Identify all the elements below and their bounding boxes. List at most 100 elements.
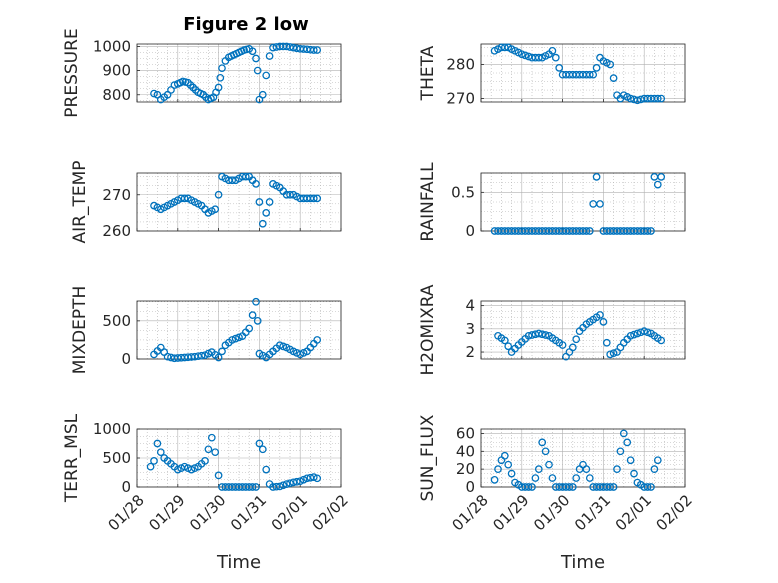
axes-box xyxy=(136,172,342,232)
data-point xyxy=(653,456,662,465)
data-point xyxy=(504,342,513,351)
data-point xyxy=(262,209,271,217)
data-point xyxy=(568,483,577,491)
y-tick-label: 500 xyxy=(102,312,131,330)
data-point xyxy=(589,70,598,79)
data-point xyxy=(180,194,189,203)
data-point xyxy=(521,51,530,60)
data-point xyxy=(592,173,601,181)
data-point xyxy=(248,483,257,491)
data-point xyxy=(572,335,581,344)
data-point xyxy=(258,219,267,228)
data-point xyxy=(568,343,577,352)
y-tick-label: 800 xyxy=(102,86,131,104)
data-point xyxy=(619,429,628,438)
data-point xyxy=(313,474,322,483)
y-tick-label: 20 xyxy=(456,460,475,478)
data-point xyxy=(541,331,550,339)
x-tick-label: 01/30 xyxy=(186,491,229,534)
data-point xyxy=(558,341,567,349)
data-point xyxy=(214,471,223,480)
data-point xyxy=(534,329,543,338)
y-tick-label: 3 xyxy=(465,320,475,338)
data-point xyxy=(292,477,301,486)
data-point xyxy=(640,327,649,336)
data-point xyxy=(602,338,611,347)
data-point xyxy=(538,438,547,447)
data-point xyxy=(500,43,509,52)
data-point xyxy=(490,476,499,484)
data-point xyxy=(216,73,225,82)
data-point xyxy=(262,465,271,474)
data-point xyxy=(657,336,666,345)
y-axis-label: TERR_MSL xyxy=(62,413,82,503)
y-tick-label: 270 xyxy=(102,186,131,204)
data-point xyxy=(279,481,288,490)
panel-h2omixra: 2 3 4 H2OMIXRA xyxy=(418,284,686,376)
data-point xyxy=(630,330,638,339)
x-axis-label: Time xyxy=(216,552,261,573)
y-tick-label: 60 xyxy=(456,424,475,442)
x-tick-label: 02/01 xyxy=(612,491,655,534)
data-point xyxy=(548,474,557,482)
data-point xyxy=(647,227,655,235)
data-point xyxy=(592,64,601,72)
data-point xyxy=(572,474,581,482)
data-point xyxy=(609,349,618,358)
x-tick-label: 01/30 xyxy=(530,491,573,534)
y-tick-label: 900 xyxy=(102,62,131,80)
figure-title: Figure 2 low xyxy=(183,14,308,35)
data-point xyxy=(500,451,509,460)
y-tick-label: 0 xyxy=(465,478,475,496)
data-point xyxy=(207,433,216,442)
data-point xyxy=(241,172,250,181)
data-point xyxy=(235,333,243,342)
data-point xyxy=(214,190,223,199)
data-point xyxy=(253,66,262,75)
data-point xyxy=(545,460,553,469)
x-axis-label: Time xyxy=(560,552,605,573)
data-point xyxy=(272,482,281,491)
y-tick-label: 4 xyxy=(465,297,475,315)
data-point xyxy=(582,227,591,235)
panel-theta: 270 280 THETA xyxy=(418,43,686,108)
data-point xyxy=(153,439,162,448)
data-point xyxy=(279,342,288,351)
y-tick-label: 260 xyxy=(102,222,131,240)
axes-box xyxy=(136,300,342,360)
y-axis-label: H2OMIXRA xyxy=(418,284,438,375)
data-point xyxy=(613,465,621,474)
data-point xyxy=(626,456,635,465)
data-point xyxy=(657,173,666,181)
data-point xyxy=(531,474,540,482)
data-point xyxy=(524,483,533,491)
data-point xyxy=(309,473,318,481)
data-point xyxy=(633,96,642,105)
data-point xyxy=(156,448,165,457)
data-point xyxy=(541,447,550,456)
data-point xyxy=(585,70,594,79)
data-point xyxy=(228,336,237,344)
data-point xyxy=(606,483,615,491)
panel-air_temp: 260 270 AIR_TEMP xyxy=(70,161,342,244)
data-point xyxy=(616,447,625,456)
data-point xyxy=(214,83,223,92)
y-axis-label: RAINFALL xyxy=(418,162,438,242)
data-point xyxy=(653,180,662,189)
data-point xyxy=(163,352,172,361)
axes-box xyxy=(480,43,686,103)
data-point xyxy=(626,331,635,340)
data-point xyxy=(585,474,594,482)
data-point xyxy=(524,331,533,340)
y-tick-label: 0 xyxy=(121,350,131,368)
data-point xyxy=(201,457,209,465)
data-point xyxy=(606,60,615,69)
data-point xyxy=(313,194,322,203)
data-point xyxy=(643,483,652,491)
y-axis-label: AIR_TEMP xyxy=(70,161,90,244)
y-tick-label: 280 xyxy=(446,55,475,73)
data-point xyxy=(548,46,557,55)
y-tick-label: 0 xyxy=(465,222,475,240)
